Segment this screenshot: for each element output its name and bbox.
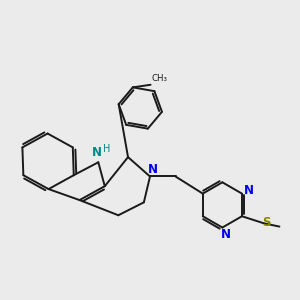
Text: N: N [148,163,158,176]
Text: S: S [262,215,271,229]
Text: N: N [220,228,231,241]
Text: H: H [103,144,110,154]
Text: N: N [92,146,102,159]
Text: N: N [244,184,254,197]
Text: CH₃: CH₃ [152,74,167,83]
